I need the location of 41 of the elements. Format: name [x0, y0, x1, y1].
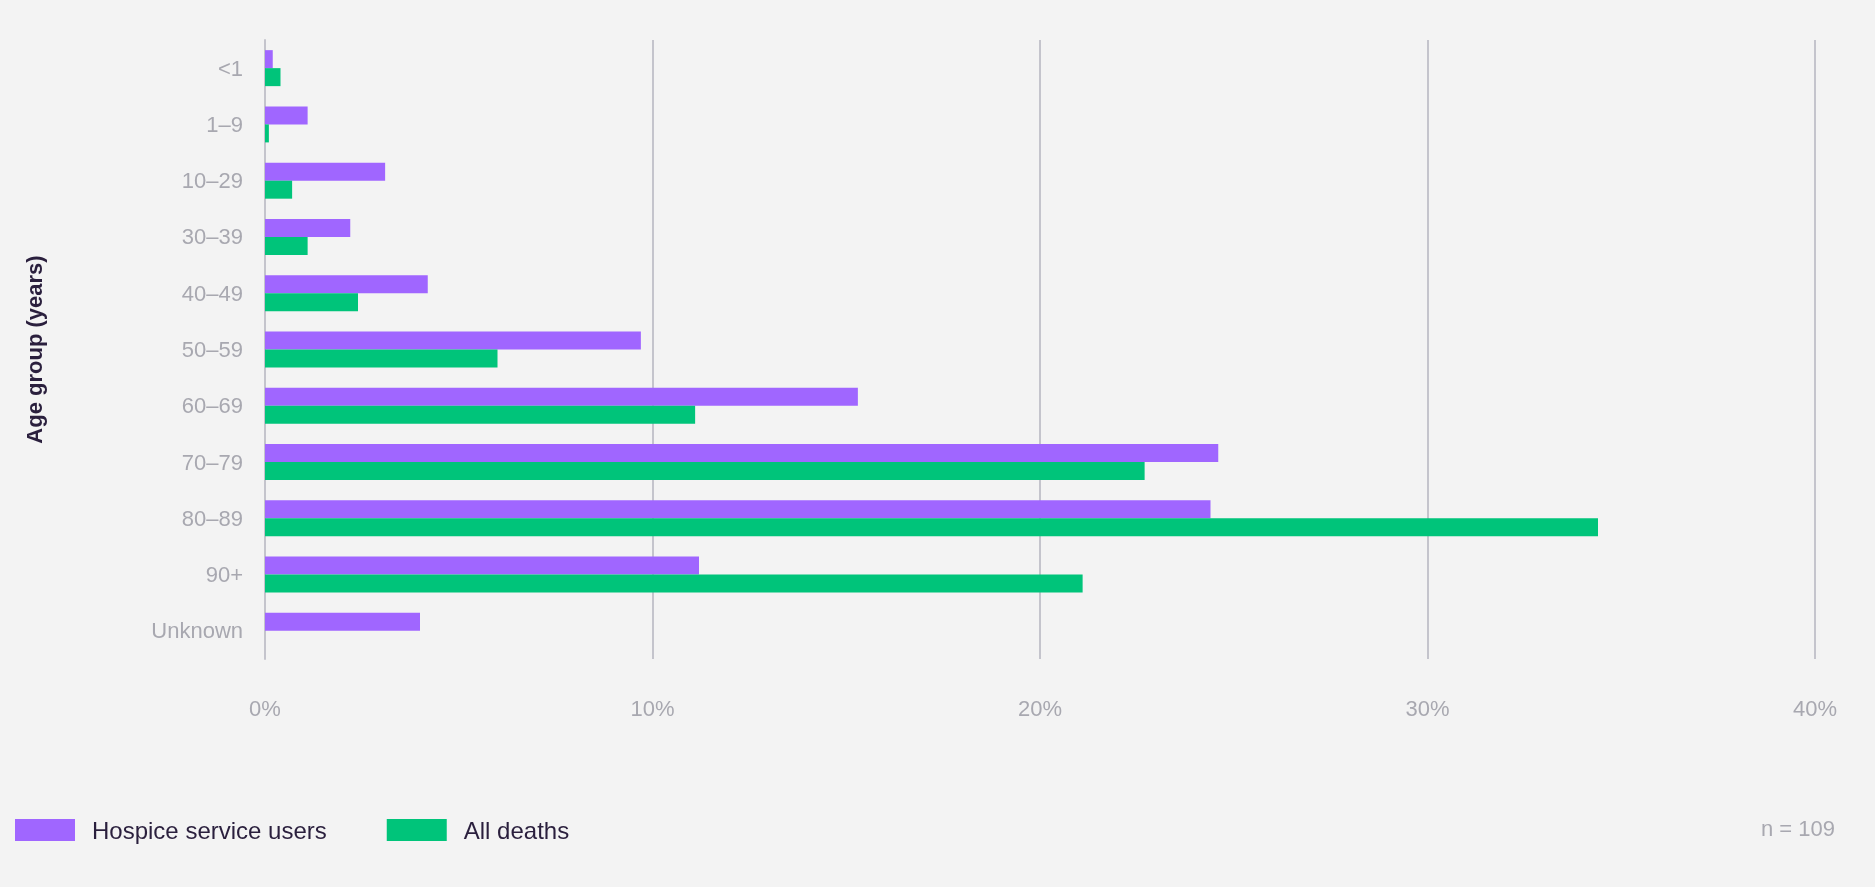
bar [265, 349, 498, 368]
y-tick-label: 50–59 [181, 337, 243, 362]
x-tick-label: 10% [630, 695, 675, 721]
bar [265, 444, 1219, 463]
y-tick-label: 30–39 [181, 224, 243, 250]
bar [265, 50, 273, 69]
bar [265, 500, 1211, 519]
bar [265, 612, 420, 631]
bar [265, 387, 858, 406]
x-tick-label: 30% [1405, 695, 1450, 721]
bar [265, 162, 386, 181]
bar [265, 293, 358, 312]
y-tick-label: 90+ [205, 562, 243, 588]
legend-label: All deaths [463, 816, 570, 844]
y-tick-label: 1–9 [206, 111, 243, 137]
legend-label: Hospice service users [92, 816, 327, 844]
bar [265, 556, 699, 575]
bar [265, 574, 1083, 593]
bar [265, 124, 269, 143]
bar [265, 331, 641, 350]
bar [265, 405, 696, 424]
y-tick-label: <1 [217, 55, 243, 81]
y-tick-label: 80–89 [181, 505, 243, 531]
bar [265, 180, 293, 199]
y-tick-label: 70–79 [181, 449, 243, 475]
bar [265, 518, 1598, 537]
y-axis-title: Age group (years) [21, 255, 47, 444]
x-tick-label: 0% [249, 695, 281, 721]
bar [265, 218, 351, 237]
y-tick-label: Unknown [151, 618, 243, 644]
bar [265, 462, 1145, 481]
y-tick-label: 60–69 [181, 393, 243, 419]
y-tick-label: 10–29 [181, 168, 243, 194]
text: n = 109 [1760, 815, 1835, 841]
bar [265, 68, 281, 87]
bar [265, 236, 308, 255]
bar [265, 275, 428, 294]
x-tick-label: 40% [1792, 695, 1838, 721]
bar [265, 106, 308, 125]
y-tick-label: 40–49 [181, 280, 243, 306]
x-tick-label: 20% [1017, 695, 1063, 721]
